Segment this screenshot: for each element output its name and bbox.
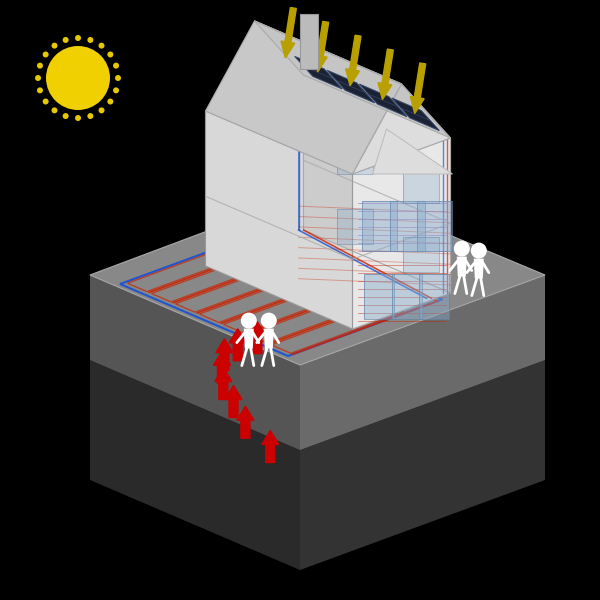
Polygon shape <box>362 201 397 251</box>
Circle shape <box>43 52 49 58</box>
Circle shape <box>107 98 113 104</box>
Polygon shape <box>205 21 401 174</box>
Polygon shape <box>264 329 274 349</box>
Polygon shape <box>359 84 407 116</box>
FancyArrow shape <box>216 338 233 371</box>
Circle shape <box>52 43 58 49</box>
FancyArrow shape <box>215 367 232 400</box>
Circle shape <box>52 107 58 113</box>
Circle shape <box>261 313 277 329</box>
FancyArrow shape <box>262 431 279 463</box>
Polygon shape <box>353 138 451 329</box>
FancyArrow shape <box>229 329 246 361</box>
Polygon shape <box>403 167 439 203</box>
Polygon shape <box>417 201 452 251</box>
FancyArrow shape <box>225 385 242 418</box>
Circle shape <box>88 37 94 43</box>
FancyArrow shape <box>410 63 425 113</box>
Circle shape <box>88 113 94 119</box>
Circle shape <box>37 62 43 68</box>
Polygon shape <box>90 275 300 450</box>
Polygon shape <box>244 329 254 349</box>
Circle shape <box>454 241 470 257</box>
Circle shape <box>98 107 104 113</box>
Circle shape <box>113 88 119 94</box>
FancyArrow shape <box>249 322 266 353</box>
Polygon shape <box>205 111 353 329</box>
Polygon shape <box>90 185 545 365</box>
Polygon shape <box>337 139 373 174</box>
Polygon shape <box>364 274 394 319</box>
Circle shape <box>43 98 49 104</box>
Polygon shape <box>300 360 545 570</box>
Polygon shape <box>474 259 484 278</box>
Circle shape <box>37 88 43 94</box>
Polygon shape <box>90 360 300 570</box>
Circle shape <box>62 37 68 43</box>
Circle shape <box>471 242 487 259</box>
Circle shape <box>62 113 68 119</box>
Polygon shape <box>300 14 318 69</box>
Polygon shape <box>353 84 451 174</box>
Polygon shape <box>392 98 439 131</box>
Polygon shape <box>90 270 545 450</box>
Circle shape <box>113 62 119 68</box>
Circle shape <box>75 115 81 121</box>
Polygon shape <box>403 238 439 272</box>
FancyArrow shape <box>378 49 394 100</box>
Polygon shape <box>295 56 342 89</box>
Circle shape <box>98 43 104 49</box>
Circle shape <box>46 46 110 110</box>
Polygon shape <box>457 257 467 277</box>
Circle shape <box>107 52 113 58</box>
Polygon shape <box>300 275 545 450</box>
FancyArrow shape <box>214 351 230 383</box>
Polygon shape <box>327 70 374 103</box>
FancyArrow shape <box>281 8 296 58</box>
FancyArrow shape <box>346 35 361 86</box>
Circle shape <box>241 313 257 329</box>
Circle shape <box>115 75 121 81</box>
Circle shape <box>75 35 81 41</box>
Polygon shape <box>304 75 451 293</box>
Polygon shape <box>392 274 422 319</box>
FancyArrow shape <box>313 22 329 72</box>
Circle shape <box>35 75 41 81</box>
Polygon shape <box>419 274 449 319</box>
Polygon shape <box>337 209 373 244</box>
Polygon shape <box>205 21 304 111</box>
Polygon shape <box>373 129 452 174</box>
Polygon shape <box>390 201 425 251</box>
FancyArrow shape <box>237 406 254 438</box>
Polygon shape <box>254 21 451 138</box>
